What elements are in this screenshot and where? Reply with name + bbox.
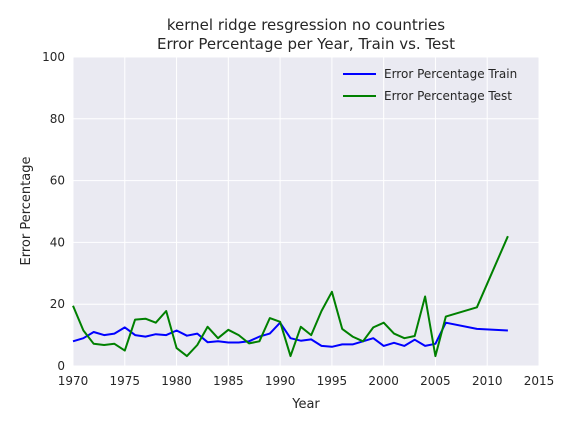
- x-tick-label: 2000: [368, 374, 399, 388]
- y-tick-labels: 0 20 40 60 80 100: [42, 50, 65, 373]
- grid: [72, 56, 540, 367]
- x-tick-label: 1975: [110, 374, 141, 388]
- y-tick-label: 20: [50, 297, 65, 311]
- x-tick-label: 1990: [265, 374, 296, 388]
- legend-label-train: Error Percentage Train: [384, 67, 517, 81]
- x-tick-label: 2005: [420, 374, 451, 388]
- series-line-train: [72, 321, 508, 348]
- x-axis-label: Year: [291, 397, 320, 412]
- x-tick-labels: 1970 1975 1980 1985 1990 1995 2000 2005 2010 2015: [58, 374, 555, 388]
- y-tick-label: 100: [42, 50, 65, 64]
- x-tick-label: 2010: [472, 374, 503, 388]
- y-tick-label: 0: [57, 359, 65, 373]
- chart-subtitle: Error Percentage per Year, Train vs. Tes…: [157, 35, 455, 53]
- y-tick-label: 60: [50, 174, 65, 188]
- chart-title: kernel ridge resgression no countries: [167, 16, 445, 34]
- legend: Error Percentage Train Error Percentage …: [343, 67, 517, 103]
- x-tick-label: 1980: [161, 374, 192, 388]
- x-tick-label: 1985: [213, 374, 244, 388]
- plot-area: [73, 57, 539, 366]
- series-layer: [72, 235, 509, 358]
- x-tick-label: 1995: [317, 374, 348, 388]
- y-axis-label: Error Percentage: [19, 157, 34, 266]
- y-tick-label: 40: [50, 235, 65, 249]
- y-tick-label: 80: [50, 112, 65, 126]
- x-tick-label: 2015: [524, 374, 555, 388]
- x-tick-label: 1970: [58, 374, 89, 388]
- series-line-test: [72, 235, 509, 358]
- legend-label-test: Error Percentage Test: [384, 89, 512, 103]
